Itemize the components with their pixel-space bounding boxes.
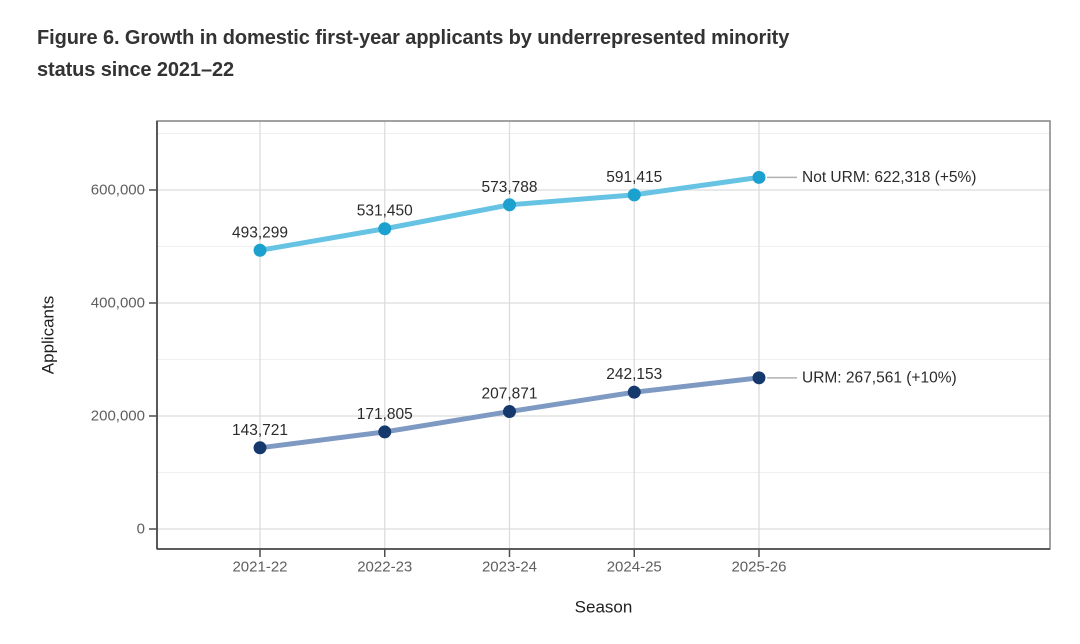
series-end-label: URM: 267,561 (+10%) [802,369,957,386]
figure-title-line2: status since 2021–22 [37,59,235,81]
data-point [378,222,392,236]
point-label: 143,721 [232,422,288,439]
x-tick-label: 2022-23 [357,559,412,576]
y-tick-label: 600,000 [91,182,145,199]
data-point [627,385,641,399]
data-point [253,441,267,455]
point-label: 242,153 [606,366,662,383]
data-point [378,425,392,439]
point-label: 591,415 [606,169,662,186]
data-point [752,170,766,184]
x-tick-label: 2024-25 [607,559,662,576]
data-point [627,188,641,202]
y-tick-label: 400,000 [91,295,145,312]
figure-title-line1: Figure 6. Growth in domestic first-year … [37,27,790,49]
figure-title: Figure 6. Growth in domestic first-year … [37,22,897,86]
point-label: 493,299 [232,224,288,241]
plot-panel [157,121,1050,549]
y-tick-label: 200,000 [91,408,145,425]
data-point [503,405,516,419]
series-end-label: Not URM: 622,318 (+5%) [802,169,976,186]
data-point [752,371,766,385]
point-label: 207,871 [481,386,537,403]
x-tick-label: 2023-24 [482,559,537,576]
y-tick-label: 0 [137,521,145,538]
point-label: 573,788 [481,179,537,196]
data-point [503,198,516,212]
point-label: 531,450 [357,203,413,220]
x-tick-label: 2025-26 [731,559,786,576]
x-tick-label: 2021-22 [232,559,287,576]
y-axis-title: Applicants [39,296,58,374]
x-axis-title: Season [575,598,633,617]
point-label: 171,805 [357,406,413,423]
data-point [253,243,267,257]
